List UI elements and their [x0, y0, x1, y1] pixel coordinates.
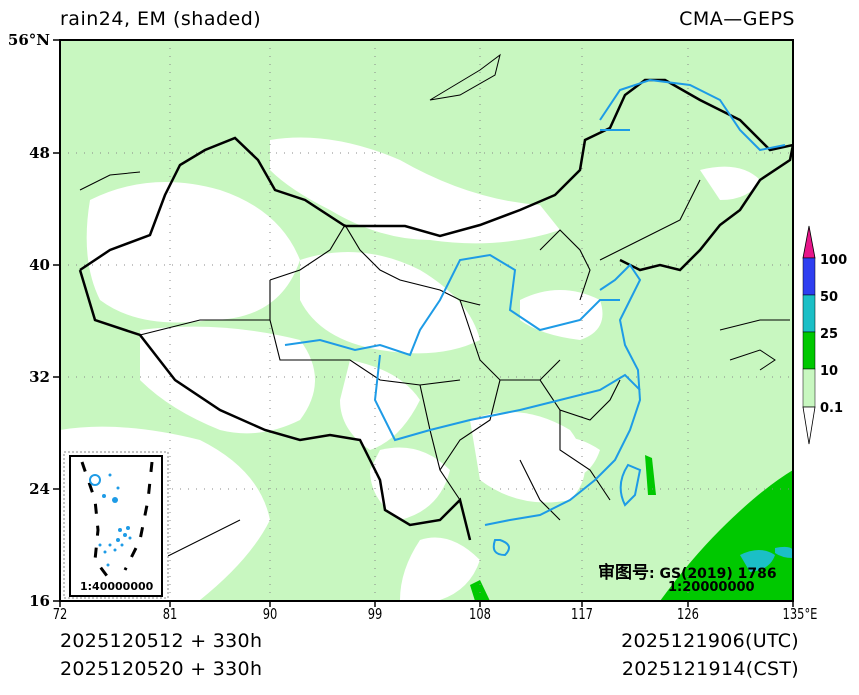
x-tick-135: 135°E	[782, 605, 818, 623]
province-borders	[139, 179, 701, 521]
rivers-coastline	[284, 78, 786, 557]
y-tick-32: 32	[29, 368, 50, 386]
china-border	[78, 78, 793, 541]
y-tick-24: 24	[29, 480, 50, 498]
y-tick-48: 48	[29, 144, 50, 162]
init-time-utc: 2025120512 + 330h	[60, 630, 263, 652]
rain-10-25-taiwan-east	[645, 455, 656, 495]
x-tick-72: 72	[52, 605, 68, 623]
south-china-sea-inset	[63, 451, 169, 599]
colorbar-label-25: 25	[820, 327, 839, 342]
y-tick-16: 16	[29, 592, 50, 610]
model-name: CMA—GEPS	[679, 8, 795, 30]
chart-title: rain24, EM (shaded)	[60, 8, 262, 30]
x-tick-117: 117	[571, 605, 593, 623]
main-map-scale: 1:20000000	[668, 580, 755, 595]
valid-time-cst: 2025121914(CST)	[621, 658, 799, 680]
map-approval-number: 审图号: GS(2019) 1786	[598, 563, 777, 583]
colorbar-label-0.1: 0.1	[820, 401, 844, 416]
y-tick-56: 56°N	[7, 31, 50, 49]
x-tick-81: 81	[162, 605, 178, 623]
y-tick-40: 40	[29, 256, 50, 274]
x-tick-126: 126	[677, 605, 699, 623]
x-tick-99: 99	[367, 605, 383, 623]
valid-time-utc: 2025121906(UTC)	[621, 630, 799, 652]
rain-25-50-area	[740, 550, 775, 572]
plot-frame	[59, 39, 794, 602]
colorbar-label-50: 50	[820, 290, 839, 305]
inset-map-scale: 1:40000000	[80, 580, 154, 593]
colorbar-label-100: 100	[820, 253, 848, 268]
init-time-cst: 2025120520 + 330h	[60, 658, 263, 680]
neighbour-borders	[79, 53, 790, 561]
x-tick-90: 90	[262, 605, 278, 623]
colorbar-label-10: 10	[820, 364, 839, 379]
colorbar	[802, 225, 816, 445]
rain-10-25-small	[470, 580, 490, 601]
x-tick-108: 108	[469, 605, 491, 623]
